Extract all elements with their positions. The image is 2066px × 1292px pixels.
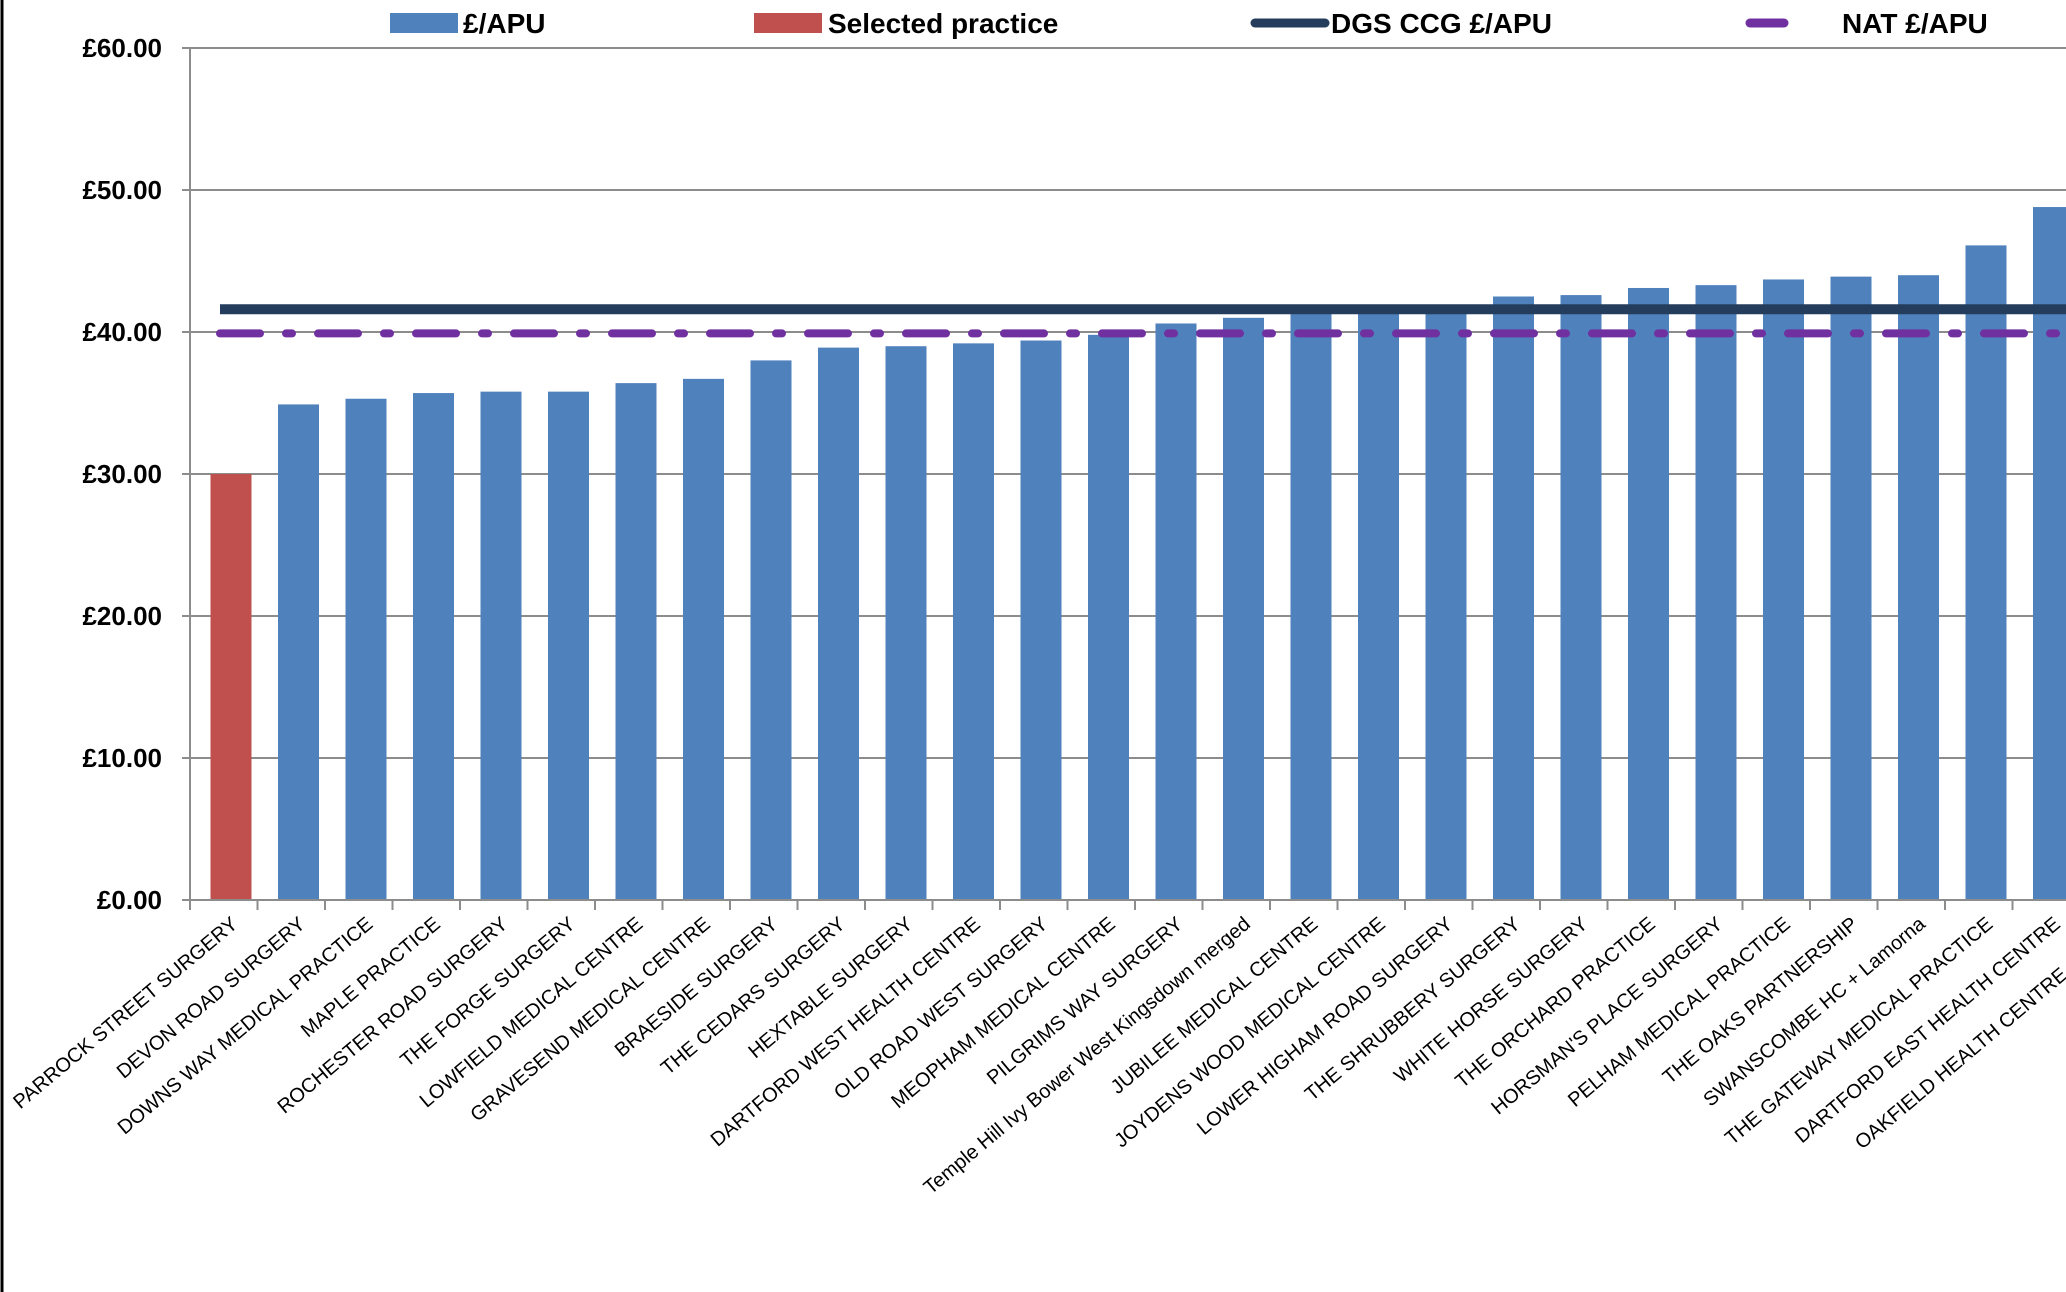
- y-tick-label: £0.00: [97, 885, 162, 915]
- reference-lines: [216, 304, 2066, 338]
- bar: [345, 398, 387, 900]
- bar: [413, 393, 454, 900]
- bar: [1290, 310, 1332, 900]
- bar: [1155, 323, 1197, 901]
- x-tick-label: DOWNS WAY MEDICAL PRACTICE: [114, 913, 378, 1139]
- bar: [1493, 296, 1534, 900]
- y-tick-label: £10.00: [82, 743, 162, 773]
- bar: [1830, 276, 1872, 900]
- bar: [1020, 340, 1062, 900]
- bar: [1763, 279, 1804, 901]
- bar: [1425, 309, 1467, 900]
- bar: [953, 343, 994, 900]
- bar: [2033, 207, 2066, 901]
- legend-swatch: [754, 13, 822, 33]
- bar: [1223, 317, 1264, 900]
- bar: [615, 383, 657, 900]
- y-tick-label: £30.00: [82, 459, 162, 489]
- y-tick-label: £50.00: [82, 175, 162, 205]
- bar-series: [210, 207, 2066, 901]
- bar: [683, 378, 724, 900]
- bar: [548, 391, 589, 900]
- legend-label: £/APU: [463, 8, 545, 39]
- bar: [885, 346, 927, 900]
- chart-legend: £/APU Selected practice DGS CCG £/APU NAT £…: [390, 8, 1988, 39]
- legend-label: Selected practice: [828, 8, 1058, 39]
- x-tick-label: GRAVESEND MEDICAL CENTRE: [466, 913, 714, 1126]
- bar: [1088, 334, 1129, 901]
- bar: [750, 360, 792, 900]
- bar: [480, 391, 522, 900]
- bar-selected-practice: [210, 474, 252, 900]
- bar: [1965, 245, 2007, 900]
- legend-label: NAT £/APU: [1842, 8, 1988, 39]
- y-tick-label: £60.00: [82, 33, 162, 63]
- bar: [278, 404, 319, 900]
- legend-label: DGS CCG £/APU: [1331, 8, 1552, 39]
- y-tick-label: £20.00: [82, 601, 162, 631]
- bar: [818, 347, 859, 900]
- bar: [1358, 309, 1399, 900]
- bar: [1898, 275, 1939, 900]
- bar: [1695, 285, 1737, 900]
- bar: [1560, 295, 1602, 901]
- bar: [1628, 287, 1669, 901]
- y-tick-label: £40.00: [82, 317, 162, 347]
- legend-swatch: [390, 13, 458, 33]
